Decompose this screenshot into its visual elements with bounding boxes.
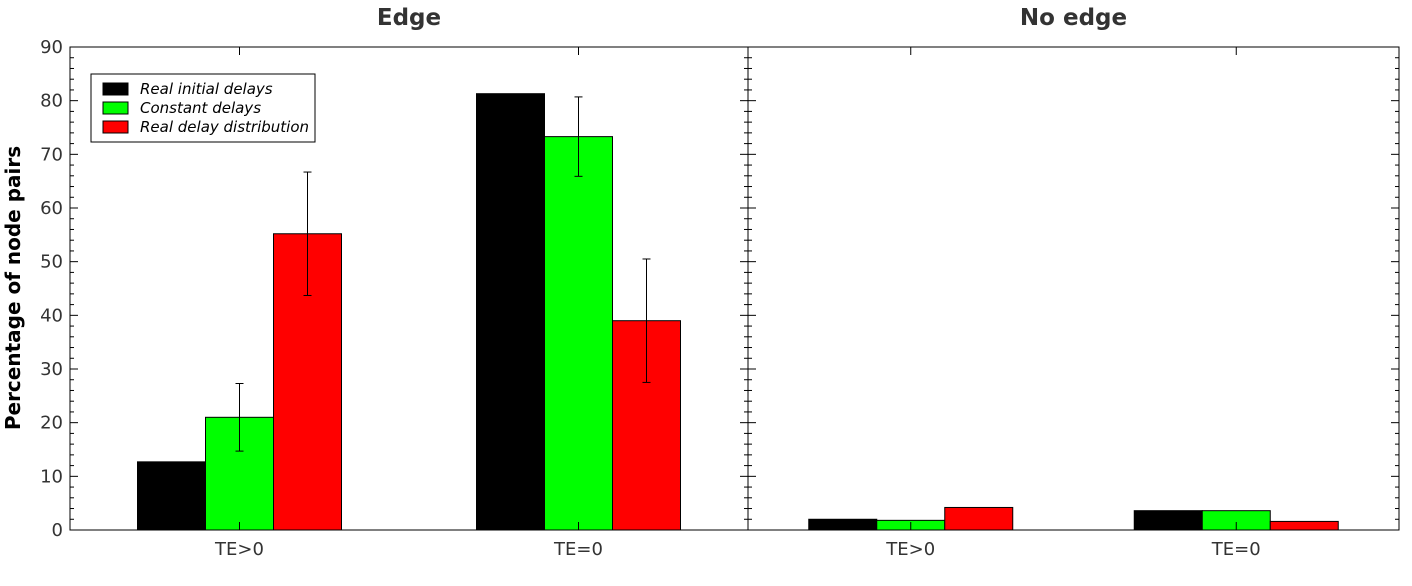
y-axis-label: Percentage of node pairs [1,146,25,430]
panel-1: Edge 0 10 20 30 40 50 60 70 80 90 TE>0 TE=0 [40,5,749,560]
legend-label: Constant delays [140,99,261,117]
legend-swatch [102,82,129,96]
x-tick-label: TE>0 [214,539,264,560]
bar [944,506,1014,531]
chart-panels: Edge 0 10 20 30 40 50 60 70 80 90 TE>0 TE=0 No edge TE… [40,5,1400,560]
panel-title: No edge [1020,5,1127,31]
y-tick-label: 20 [40,413,63,434]
legend-label: Real delay distribution [140,118,309,136]
legend-swatch [102,101,129,115]
bar [476,93,545,531]
y-tick-label: 10 [40,466,63,487]
y-tick-label: 50 [40,252,63,273]
panel-2: No edge TE>0 TE=0 [747,5,1400,560]
y-tick-label: 30 [40,359,63,380]
panel-title: Edge [377,5,441,31]
y-tick-label: 70 [40,144,63,165]
x-tick-label: TE>0 [885,539,935,560]
y-tick-label: 90 [40,37,63,58]
legend-swatch [102,120,129,134]
x-tick-label: TE=0 [553,539,603,560]
legend-label: Real initial delays [140,80,273,98]
bar [1133,510,1203,531]
bar [808,518,878,531]
y-tick-label: 40 [40,305,63,326]
y-tick-label: 80 [40,91,63,112]
bar [1269,520,1339,531]
bar [137,461,206,531]
bar [544,136,613,531]
x-tick-label: TE=0 [1211,539,1261,560]
y-tick-label: 60 [40,198,63,219]
plot-frame [747,46,1400,531]
y-tick-label: 0 [52,520,63,541]
